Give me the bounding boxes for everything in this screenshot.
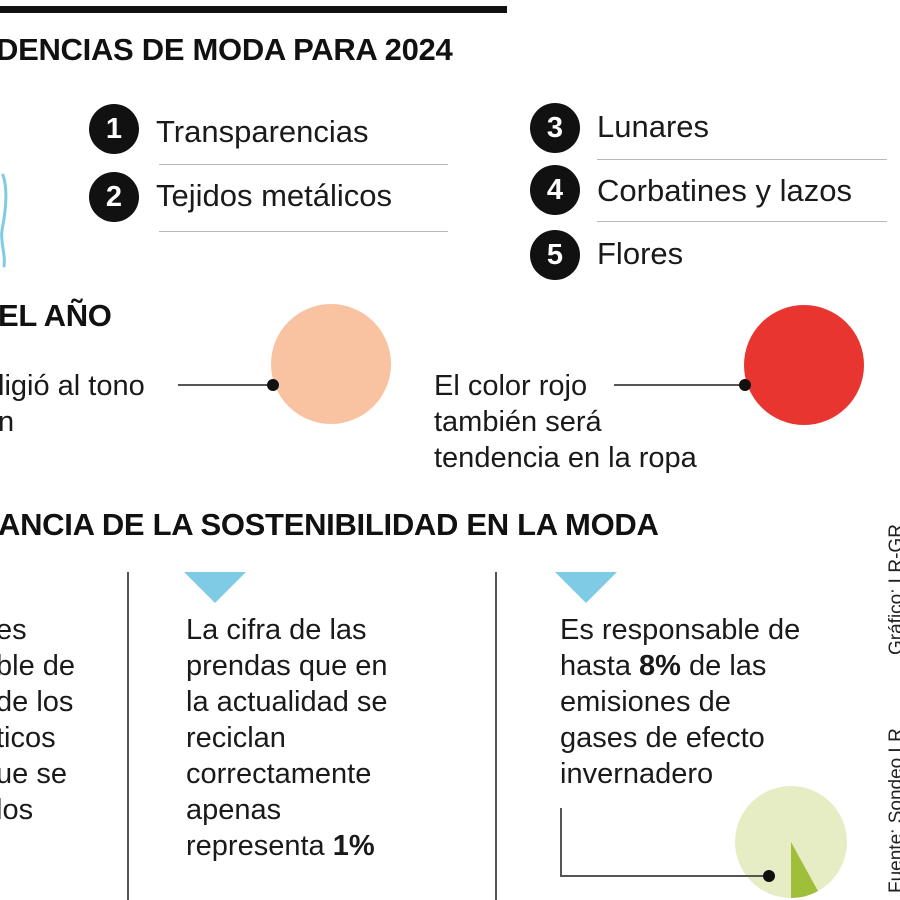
top-rule <box>0 6 507 13</box>
leader-dot <box>763 870 775 882</box>
peach-color-swatch <box>178 304 391 424</box>
graphic-credit: Gráfico: LR-GR <box>886 524 900 655</box>
section-title-sustainability: ANCIA DE LA SOSTENIBILIDAD EN LA MODA <box>0 507 659 542</box>
trend-number-badge: 3 <box>530 103 580 153</box>
trend-item-label: Corbatines y lazos <box>597 173 853 208</box>
red-color-swatch <box>614 305 864 425</box>
sustainability-col3-text: Es responsable de hasta 8% de las emisio… <box>560 614 801 790</box>
section-title-year: EL AÑO <box>0 298 112 333</box>
source-credit: Fuente: Sondeo LR <box>886 728 900 893</box>
emissions-share-pie <box>560 786 847 898</box>
section-title-trends: DENCIAS DE MODA PARA 2024 <box>0 32 453 67</box>
trend-number-badge: 1 <box>89 104 139 154</box>
pie-slice-emissions <box>791 842 818 898</box>
leader-line <box>560 808 769 877</box>
year-right-text: El color rojo también será tendencia en … <box>434 370 697 474</box>
trend-number-badge: 4 <box>530 165 580 215</box>
triangle-marker-icon <box>184 572 246 603</box>
trend-item-label: Tejidos metálicos <box>156 178 393 213</box>
column-divider <box>495 572 497 900</box>
divider <box>597 221 887 222</box>
divider <box>597 159 887 160</box>
year-left-text: ligió al tono n <box>0 370 145 438</box>
sustainability-col2-text: La cifra de las prendas que en la actual… <box>186 614 388 862</box>
trend-number-badge: 5 <box>530 230 580 280</box>
hanger-outline-icon <box>0 173 8 268</box>
trend-item-label: Transparencias <box>156 114 369 149</box>
sustainability-col1-text: es ble de de los ticos ue se los <box>0 614 76 826</box>
trend-number-badge: 2 <box>89 172 139 222</box>
trend-item-label: Flores <box>597 236 684 271</box>
triangle-marker-icon <box>555 572 617 603</box>
trend-item-label: Lunares <box>597 109 710 144</box>
emissions-percent: 8% <box>639 650 681 682</box>
column-divider <box>127 572 129 900</box>
divider <box>159 231 448 232</box>
divider <box>159 164 448 165</box>
recycled-percent: 1% <box>332 830 375 862</box>
